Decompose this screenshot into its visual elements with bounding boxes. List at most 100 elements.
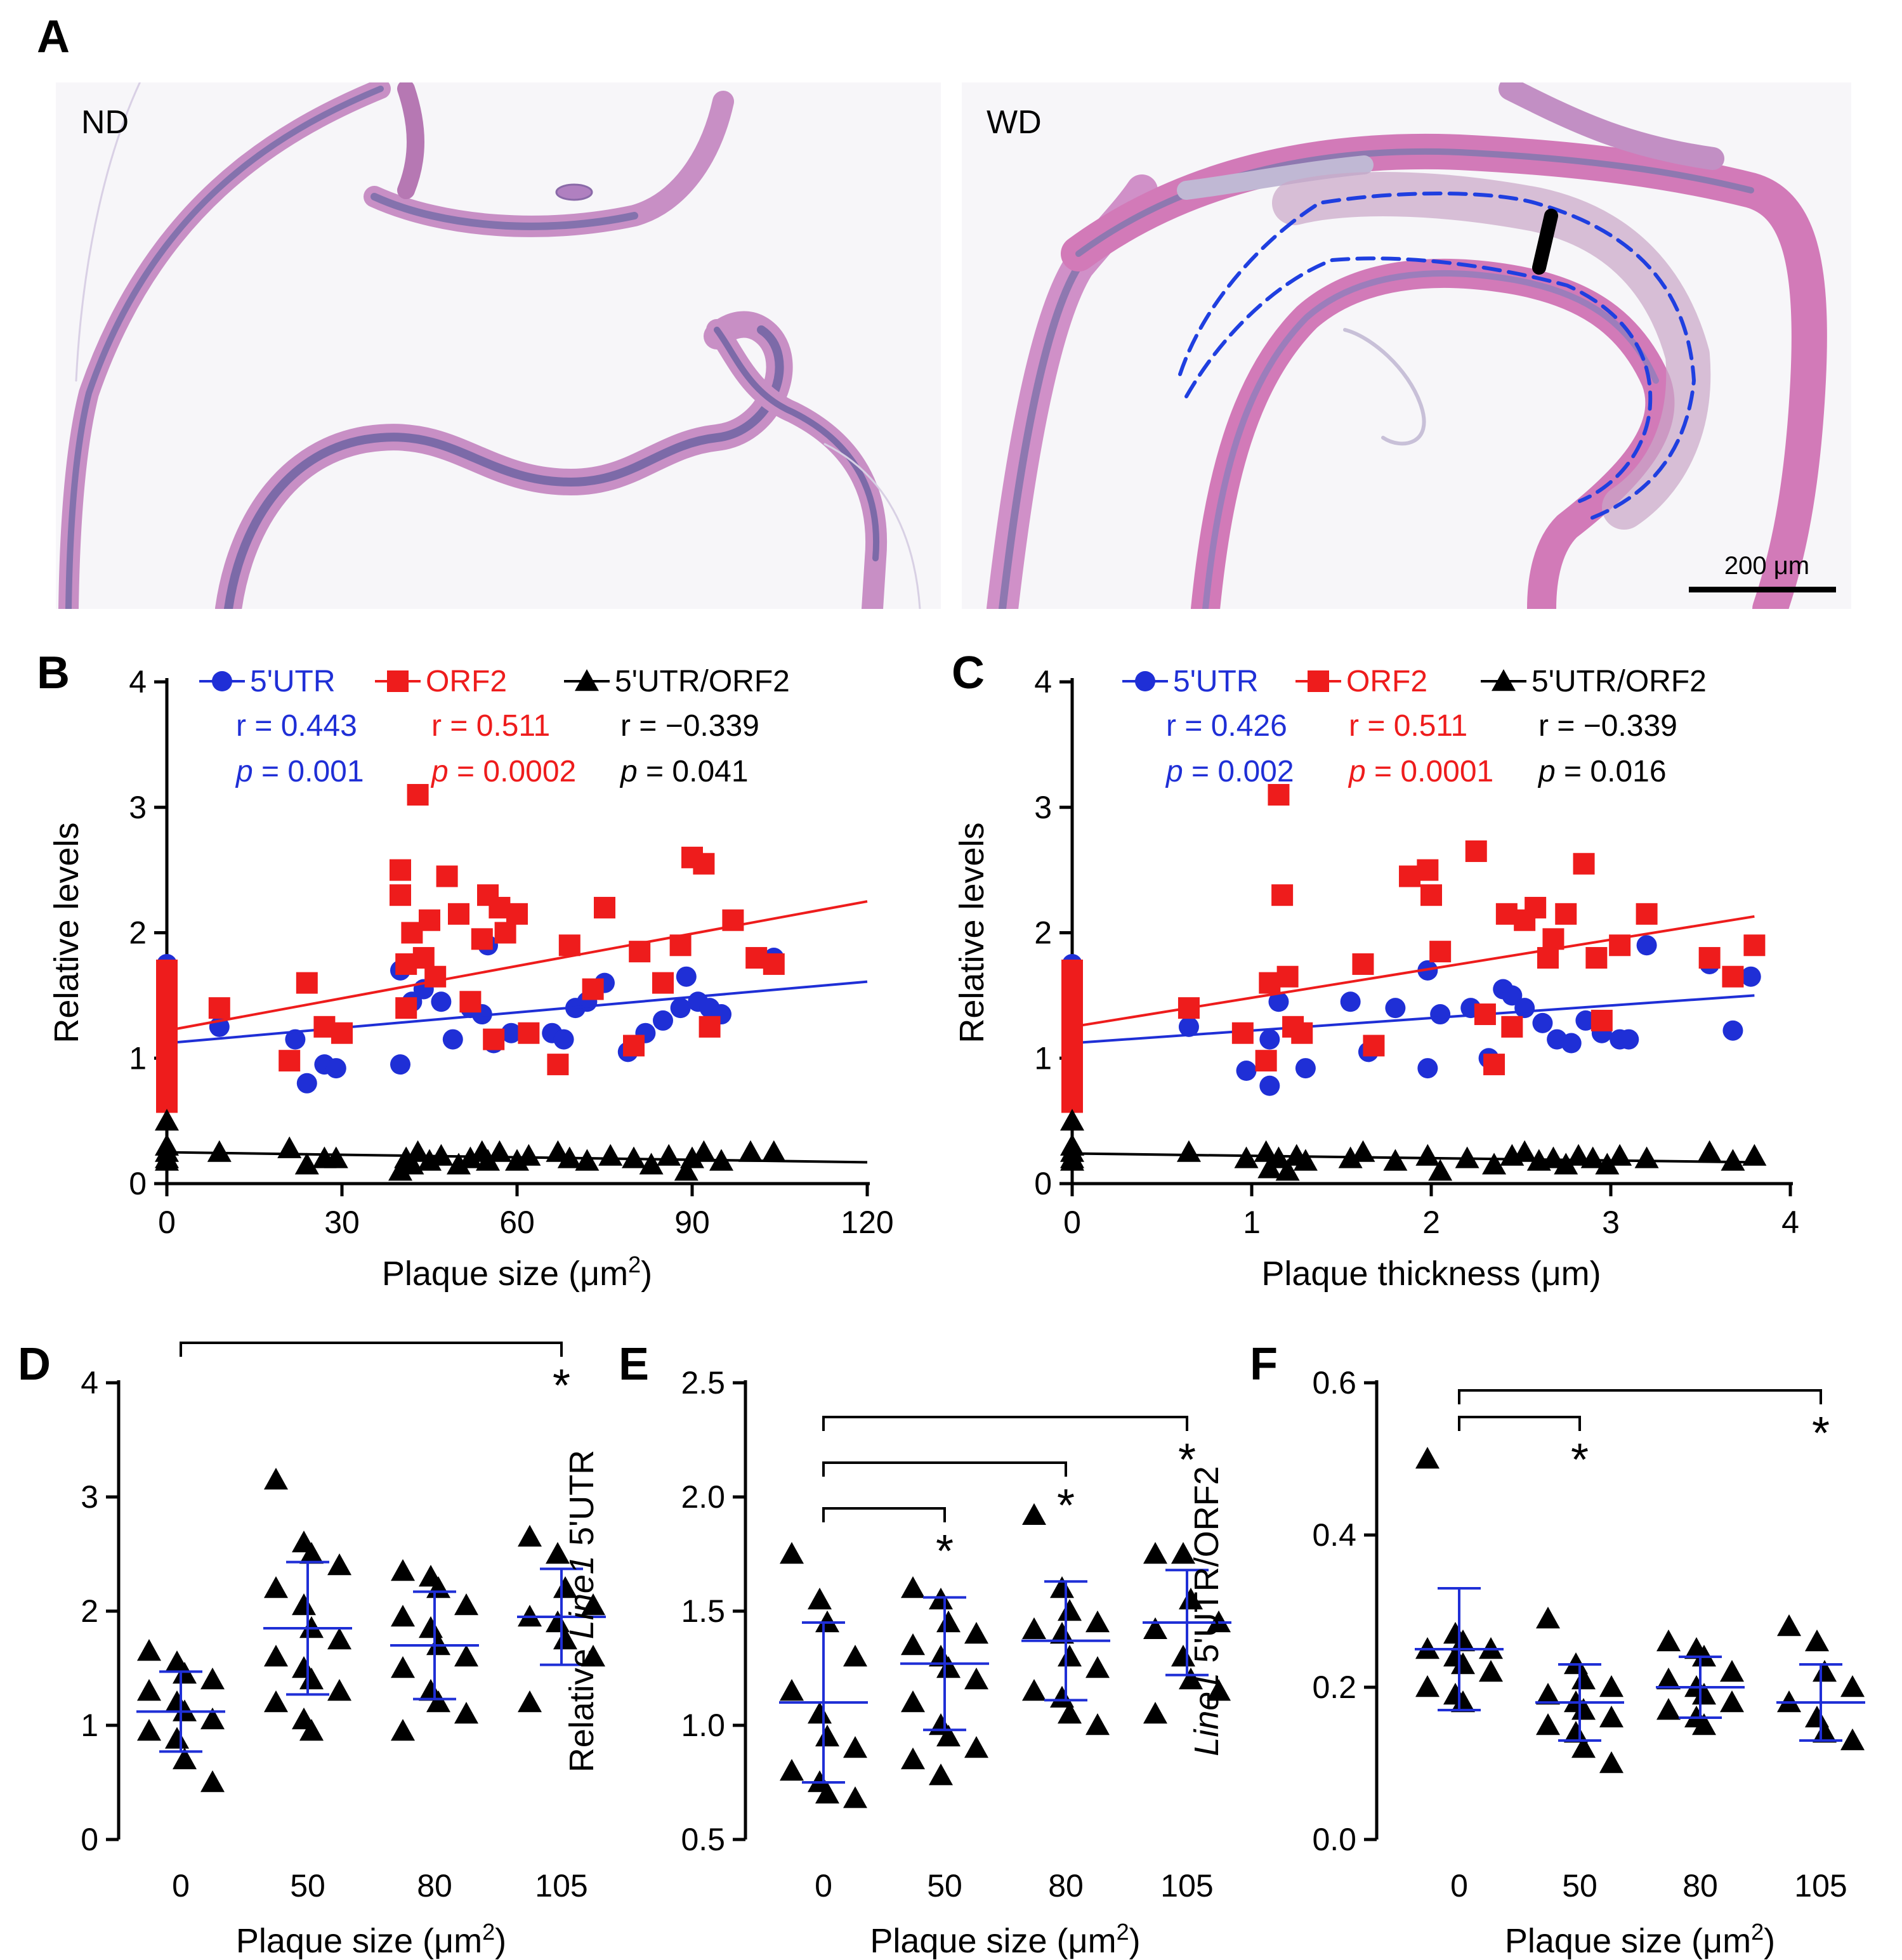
data-point: [390, 1054, 410, 1075]
scatter-chart-plaque-size: 0 1 2 3 4 0 30 60 90 120 Relative levels Plaque siz…: [48, 664, 894, 1293]
x-category-label: 80: [1682, 1868, 1718, 1904]
label-nd: ND: [81, 104, 129, 141]
data-point: [582, 978, 604, 1000]
data-point: [1050, 1576, 1074, 1598]
data-point: [901, 1576, 925, 1598]
data-point: [623, 1035, 645, 1057]
data-point: [553, 1576, 577, 1598]
data-point: [1268, 783, 1290, 806]
data-point: [1179, 1588, 1203, 1610]
data-point: [200, 1770, 225, 1793]
x-category-label: 105: [535, 1868, 587, 1904]
data-point: [1536, 1713, 1560, 1735]
data-point: [929, 1763, 953, 1786]
data-point: [1634, 1146, 1659, 1168]
x-tick-label: 0: [158, 1205, 176, 1240]
significance-star: *: [1812, 1408, 1830, 1459]
data-point: [1420, 884, 1442, 906]
histology-image-wd: WD 200 μm: [962, 82, 1851, 609]
data-point: [156, 978, 178, 1000]
data-point: [1656, 1698, 1681, 1720]
data-point: [424, 965, 447, 988]
y-tick-label: 0: [1034, 1166, 1052, 1201]
p-value: p = 0.016: [1537, 755, 1667, 788]
data-point: [1479, 1660, 1503, 1682]
data-point: [264, 1645, 288, 1667]
data-point: [698, 1016, 721, 1038]
data-point: [1085, 1656, 1110, 1678]
category-group-50: [900, 1576, 989, 1786]
data-point: [1171, 1645, 1195, 1667]
data-point: [670, 998, 691, 1019]
significance-bracket: [822, 1416, 1188, 1431]
data-point: [1564, 1721, 1588, 1743]
data-point: [156, 959, 178, 981]
data-point: [1541, 1146, 1566, 1168]
data-point: [173, 1748, 197, 1770]
data-point: [639, 1153, 664, 1175]
data-point: [1271, 884, 1294, 906]
data-point: [1295, 1058, 1316, 1079]
data-point: [299, 1719, 324, 1741]
x-tick-label: 0: [1063, 1205, 1081, 1240]
data-point: [1352, 953, 1374, 975]
category-group-80: [390, 1559, 479, 1741]
legend-label: 5'UTR: [250, 665, 336, 698]
data-point: [1536, 1607, 1560, 1629]
data-point: [780, 1679, 804, 1701]
data-point: [454, 1645, 478, 1667]
y-axis-label: Relative Line1 5'UTR: [563, 1450, 601, 1773]
data-point: [1692, 1713, 1716, 1735]
data-point: [581, 1645, 605, 1667]
x-axis-label: Plaque size (μm2): [1505, 1919, 1775, 1960]
data-point: [391, 1719, 415, 1741]
data-point: [1259, 1029, 1280, 1050]
x-tick-label: 4: [1781, 1205, 1799, 1240]
data-point: [808, 1702, 832, 1724]
x-category-label: 50: [1562, 1868, 1597, 1904]
y-tick-label: 1.5: [681, 1593, 725, 1629]
data-point: [763, 953, 785, 975]
legend-marker: [1135, 671, 1155, 691]
data-point: [1060, 1109, 1084, 1131]
data-point: [657, 1144, 681, 1166]
scatter-chart-plaque-thickness: 0 1 2 3 4 0 1 2 3 4 Relative levels Plaque thicknes…: [953, 664, 1799, 1293]
data-point: [155, 1109, 179, 1131]
data-point: [296, 972, 318, 994]
data-point: [1058, 1645, 1082, 1667]
y-tick-label: 1: [81, 1708, 98, 1743]
data-point: [264, 1576, 288, 1598]
y-tick-label: 2: [1034, 915, 1052, 951]
category-group-50: [263, 1468, 352, 1741]
data-point: [1502, 985, 1523, 1006]
y-axis-label: Relative levels: [48, 822, 86, 1043]
data-point: [1363, 1035, 1385, 1057]
x-category-label: 0: [172, 1868, 190, 1904]
y-tick-label: 2.5: [681, 1365, 725, 1401]
data-point: [1060, 1149, 1084, 1171]
x-category-label: 0: [1450, 1868, 1468, 1904]
data-point: [1268, 991, 1289, 1012]
x-category-label: 50: [927, 1868, 962, 1904]
data-point: [325, 1058, 346, 1079]
data-point: [155, 1149, 179, 1171]
legend-marker: [212, 671, 232, 691]
y-axis-label: Line1 5'UTR/ORF2: [1188, 1466, 1226, 1756]
category-group-80: [1021, 1503, 1110, 1735]
data-point: [1178, 1016, 1199, 1037]
data-point: [137, 1719, 161, 1741]
category-group-80: [1656, 1630, 1745, 1735]
data-point: [674, 1159, 698, 1181]
data-point: [395, 997, 417, 1019]
significance-star: *: [936, 1526, 954, 1577]
data-point: [1061, 1054, 1083, 1076]
data-point: [327, 1553, 351, 1576]
data-point: [1430, 1004, 1451, 1025]
data-point: [680, 1146, 704, 1168]
data-point: [137, 1679, 161, 1701]
data-point: [391, 1605, 415, 1627]
data-point: [207, 1140, 232, 1162]
data-point: [738, 1140, 763, 1162]
